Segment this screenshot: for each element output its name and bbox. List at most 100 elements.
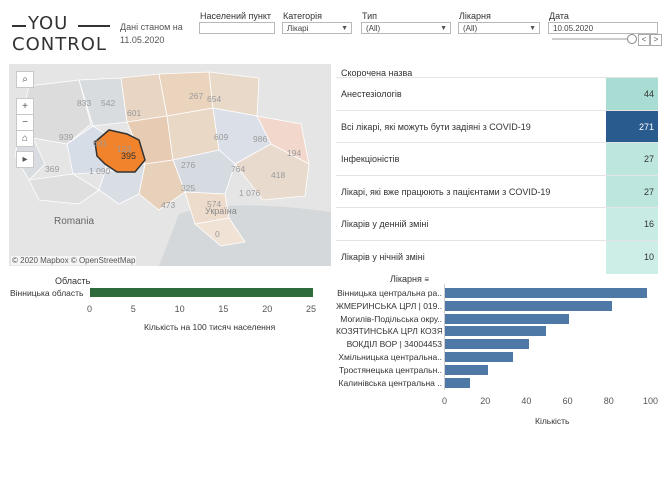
hospital-filter-label: Лікарня	[459, 11, 491, 21]
kpi-row-value: 27	[606, 143, 658, 176]
kpi-row[interactable]: Лікарі, які вже працюють з пацієнтами з …	[336, 174, 658, 209]
region-value-label: 609	[214, 132, 228, 142]
region-value-label: 369	[45, 164, 59, 174]
date-next-button[interactable]: >	[650, 34, 662, 46]
hospital-tick-label: 20	[480, 396, 491, 406]
hospital-bar[interactable]	[445, 313, 569, 324]
hospital-bar-label: Калинівська центральна ..	[338, 377, 443, 388]
hospital-tick-label: 80	[603, 396, 614, 406]
hospital-tick-label: 40	[521, 396, 532, 406]
kpi-row[interactable]: Анестезіологів 44	[336, 77, 658, 111]
hospital-bar[interactable]	[445, 300, 612, 311]
region-value-label: 1 090	[89, 166, 111, 176]
region-value-label: 276	[181, 160, 195, 170]
as-of-text: Дані станом на 11.05.2020	[120, 21, 190, 47]
as-of-label: Дані станом на	[120, 22, 183, 32]
hospital-select[interactable]: (All) ▼	[458, 22, 540, 34]
oblast-bar[interactable]	[90, 288, 314, 297]
date-input[interactable]: 10.05.2020	[548, 22, 658, 34]
hospital-tick-label: 0	[442, 396, 448, 406]
kpi-row-value: 16	[606, 208, 658, 241]
region-value-label: 123	[117, 144, 131, 154]
region-value-label: 325	[181, 183, 195, 193]
category-filter-label: Категорія	[283, 11, 323, 21]
hospital-chart: Вінницька центральна ра.. ЖМЕРИНСЬКА ЦРЛ …	[336, 284, 661, 434]
region-value-label: 418	[271, 170, 285, 180]
play-button[interactable]: ▸	[16, 151, 34, 168]
category-value: Лікарі	[287, 24, 309, 33]
region-value-label: 194	[287, 148, 301, 158]
hospital-tick-label: 100	[643, 396, 659, 406]
category-select[interactable]: Лікарі ▼	[282, 22, 352, 34]
hospital-y-axis-line	[444, 284, 445, 390]
hospital-bar[interactable]	[445, 377, 470, 388]
oblast-header: Область	[55, 276, 91, 286]
map-search-button[interactable]: ⌕	[16, 71, 34, 88]
date-slider-handle[interactable]	[627, 34, 637, 44]
region-value-label: 1 076	[239, 188, 261, 198]
hospital-bar-label: ВОКДІЛ ВОР | 34004453	[346, 339, 442, 350]
kpi-row-label: Всі лікарі, які можуть бути задіяні з CO…	[341, 121, 531, 132]
region-labels: 833 542 267 654 939 601 631 123 609 986 276 764 194 3…	[45, 91, 301, 239]
oblast-tick-label: 5	[130, 304, 136, 314]
map-canvas[interactable]: Україна Romania 833 542 267 654 939 601 631 123…	[9, 64, 331, 266]
region-value-label: 0	[215, 229, 220, 239]
region-value-label: 542	[101, 98, 115, 108]
oblast-tick-label: 10	[174, 304, 185, 314]
youcontrol-logo: YOU CONTROL	[12, 13, 112, 55]
type-value: (All)	[366, 24, 381, 33]
hospital-chart-title-text: Лікарня	[390, 274, 422, 284]
kpi-row-label: Інфекціоністів	[341, 154, 400, 164]
kpi-row[interactable]: Всі лікарі, які можуть бути задіяні з CO…	[336, 109, 658, 144]
settlement-input[interactable]	[199, 22, 275, 34]
highlighted-region[interactable]	[94, 129, 146, 173]
region-value-label: 939	[59, 132, 73, 142]
zoom-in-button[interactable]: +	[16, 98, 34, 115]
region-value-label: 473	[161, 200, 175, 210]
type-select[interactable]: (All) ▼	[361, 22, 451, 34]
oblast-tick-label: 25	[305, 304, 316, 314]
region-value-label: 574	[207, 199, 221, 209]
zoom-out-button[interactable]: −	[16, 114, 34, 131]
oblast-x-axis-label: Кількість на 100 тисяч населення	[144, 322, 276, 332]
region-value-label: 631	[93, 138, 107, 148]
hospital-bar[interactable]	[445, 288, 647, 298]
sort-icon[interactable]: ≡	[424, 275, 430, 284]
hospital-bar-label: Вінницька центральна ра..	[337, 288, 442, 298]
chevron-down-icon: ▼	[440, 25, 447, 32]
date-slider-track[interactable]	[552, 38, 632, 40]
logo-bar	[78, 25, 110, 27]
kpi-row[interactable]: Інфекціоністів 27	[336, 142, 658, 176]
hospital-bar[interactable]	[445, 364, 489, 375]
oblast-tick-label: 20	[262, 304, 273, 314]
date-prev-button[interactable]: <	[638, 34, 650, 46]
kpi-header: Скорочена назва	[341, 68, 413, 78]
region-value-label: 654	[207, 94, 221, 104]
hospital-bar[interactable]	[445, 339, 530, 350]
kpi-row-label: Лікарів у денній зміні	[341, 219, 429, 229]
home-button[interactable]: ⌂	[16, 130, 34, 147]
oblast-chart: Вінницька область 0 5 10 15 20 25 Кількість н…	[0, 284, 330, 344]
chevron-down-icon: ▼	[529, 25, 536, 32]
kpi-row-value: 10	[606, 240, 658, 274]
region-value-label: 764	[231, 164, 245, 174]
hospital-bar-label: КОЗЯТИНСЬКА ЦРЛ КОЗЯ..	[336, 326, 442, 337]
hospital-bar-label: ЖМЕРИНСЬКА ЦРЛ | 019..	[336, 300, 442, 311]
hospital-bar-label: Хмільницька центральна..	[338, 352, 442, 362]
logo-bar	[12, 25, 26, 27]
hospital-bar[interactable]	[445, 352, 513, 362]
svg-text:Україна: Україна	[205, 206, 237, 216]
kpi-row-label: Лікарі, які вже працюють з пацієнтами з …	[341, 186, 551, 197]
kpi-row[interactable]: Лікарів у денній зміні 16	[336, 207, 658, 241]
oblast-tick-label: 0	[87, 304, 93, 314]
map-country-label: Romania	[54, 216, 94, 227]
oblast-category-label: Вінницька область	[10, 288, 84, 298]
oblast-tick-label: 15	[218, 304, 229, 314]
logo-line2: CONTROL	[12, 34, 107, 55]
logo-line1: YOU	[28, 13, 69, 34]
hospital-bar[interactable]	[445, 326, 546, 337]
region-value-label: 601	[127, 108, 141, 118]
regional-map[interactable]: Україна Romania 833 542 267 654 939 601 631 123…	[9, 64, 331, 266]
kpi-row-label: Лікарів у нічній зміні	[341, 251, 425, 262]
kpi-row[interactable]: Лікарів у нічній зміні 10	[336, 239, 658, 274]
